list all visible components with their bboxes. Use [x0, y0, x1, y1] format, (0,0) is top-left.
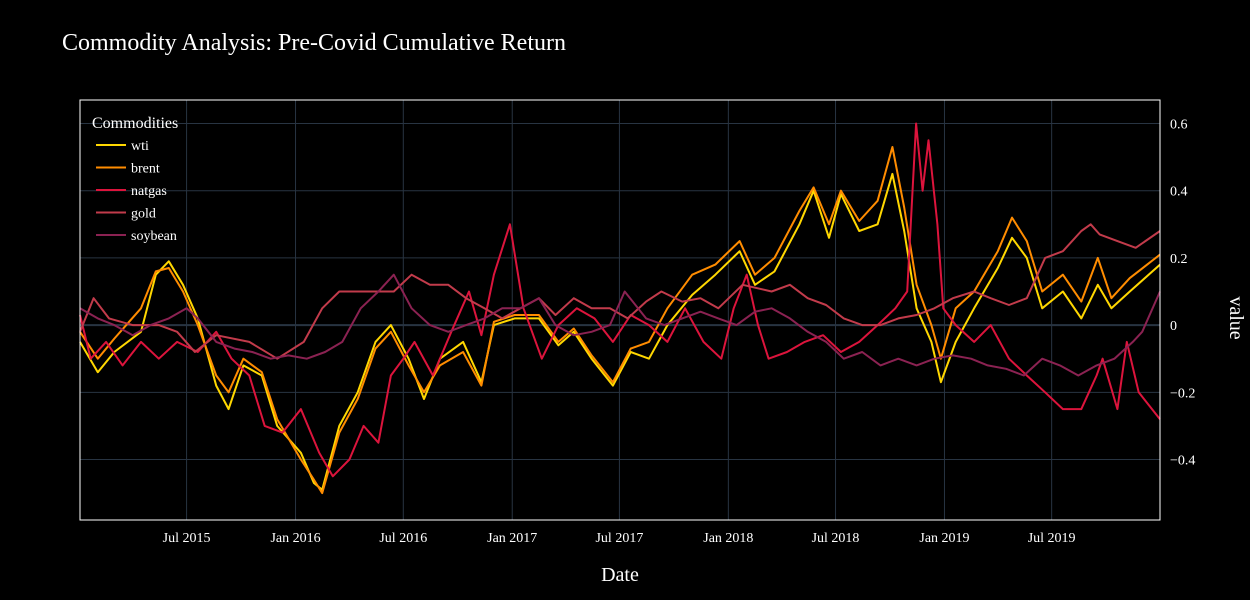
y-tick-label: 0.2 — [1170, 252, 1188, 267]
legend-items[interactable]: wti brent natgas gold soybean — [96, 139, 177, 244]
x-tick-label: Jul 2017 — [595, 531, 643, 546]
legend-label: wti — [131, 139, 149, 154]
y-tick-label: 0.4 — [1170, 185, 1188, 200]
legend-item-gold[interactable]: gold — [96, 207, 156, 222]
legend-item-brent[interactable]: brent — [96, 162, 160, 177]
y-tick-label: −0.2 — [1170, 386, 1195, 401]
x-tick-label: Jul 2019 — [1028, 531, 1076, 546]
series-line-natgas[interactable] — [79, 122, 1161, 478]
x-tick-label: Jan 2019 — [919, 531, 969, 546]
x-tick-label: Jan 2017 — [487, 531, 537, 546]
x-tick-label: Jul 2015 — [163, 531, 211, 546]
legend-item-wti[interactable]: wti — [96, 139, 149, 154]
y-axis-title: value — [1225, 296, 1247, 339]
y-tick-label: 0.6 — [1170, 118, 1188, 133]
y-axis-ticks: −0.4 −0.2 0 0.2 0.4 0.6 — [1170, 118, 1195, 469]
x-axis-ticks: Jul 2015 Jan 2016 Jul 2016 Jan 2017 Jul 2017… — [163, 531, 1076, 546]
legend-label: gold — [131, 207, 156, 222]
series-line-wti[interactable] — [79, 172, 1161, 491]
legend[interactable]: Commodities wti brent natgas gold soybean — [92, 115, 178, 244]
legend-item-soybean[interactable]: soybean — [96, 229, 177, 244]
chart-title: Commodity Analysis: Pre-Covid Cumulative… — [62, 30, 566, 56]
y-tick-label: −0.4 — [1170, 454, 1195, 469]
legend-label: natgas — [131, 184, 167, 199]
x-tick-label: Jul 2018 — [812, 531, 860, 546]
plot-frame — [79, 99, 1161, 521]
x-tick-label: Jul 2016 — [379, 531, 427, 546]
x-tick-label: Jan 2018 — [703, 531, 753, 546]
legend-item-natgas[interactable]: natgas — [96, 184, 167, 199]
x-tick-label: Jan 2016 — [270, 531, 320, 546]
y-tick-label: 0 — [1170, 319, 1177, 334]
legend-title: Commodities — [92, 115, 178, 132]
legend-label: brent — [131, 162, 160, 177]
series-line-brent[interactable] — [79, 146, 1161, 495]
gridlines — [80, 100, 1160, 520]
series-line-soybean[interactable] — [79, 273, 1161, 377]
series-lines — [79, 122, 1161, 495]
legend-label: soybean — [131, 229, 177, 244]
x-axis-title: Date — [601, 564, 639, 586]
series-line-gold[interactable] — [79, 223, 1161, 360]
